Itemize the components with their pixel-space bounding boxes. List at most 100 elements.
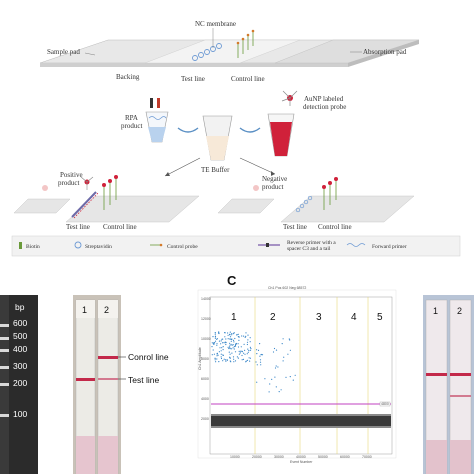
xtick-label: 40000 bbox=[296, 455, 306, 459]
positive-droplet bbox=[218, 340, 221, 342]
positive-droplet bbox=[221, 338, 223, 340]
positive-droplets bbox=[211, 331, 296, 393]
positive-droplet bbox=[229, 338, 231, 340]
positive-droplet bbox=[273, 347, 276, 350]
absorption-pad-label: Absorption pad bbox=[363, 48, 407, 56]
positive-droplet bbox=[294, 374, 296, 376]
positive-droplet bbox=[233, 341, 235, 343]
positive-droplet bbox=[245, 335, 247, 337]
positive-droplet bbox=[233, 333, 235, 335]
positive-droplet bbox=[288, 338, 290, 340]
positive-droplet bbox=[234, 344, 236, 346]
ddpcr-title: Ch1 Pos 602 Neg 68572 bbox=[268, 286, 306, 290]
positive-droplet bbox=[233, 348, 235, 350]
positive-droplet bbox=[214, 335, 217, 337]
positive-droplet bbox=[256, 353, 258, 355]
positive-droplet bbox=[259, 343, 261, 345]
positive-droplet bbox=[220, 353, 222, 355]
positive-droplet bbox=[211, 354, 213, 356]
ladder-500: 500 bbox=[13, 331, 27, 341]
positive-droplet bbox=[245, 361, 247, 363]
positive-droplet bbox=[241, 359, 243, 361]
strip2-test-line bbox=[98, 378, 118, 380]
positive-droplet bbox=[256, 364, 258, 366]
negative-strips bbox=[217, 177, 415, 223]
positive-droplet bbox=[237, 357, 239, 359]
positive-droplet bbox=[281, 343, 283, 345]
positive-droplet bbox=[229, 348, 231, 350]
ddpcr-lane-3: 3 bbox=[316, 312, 322, 323]
positive-droplet bbox=[274, 376, 276, 378]
positive-droplet bbox=[259, 361, 262, 363]
positive-droplet bbox=[233, 332, 235, 334]
ytick-label: 2000 bbox=[201, 417, 209, 421]
positive-droplet bbox=[287, 353, 289, 355]
positive-droplet bbox=[249, 346, 251, 348]
positive-droplet bbox=[225, 360, 227, 362]
ladder-200: 200 bbox=[13, 378, 27, 388]
strip-lane-2: 2 bbox=[104, 305, 109, 315]
right-strip-lane-2: 2 bbox=[457, 306, 462, 316]
backing-label: Backing bbox=[116, 73, 140, 81]
ytick-label: 12000 bbox=[201, 317, 211, 321]
positive-droplet bbox=[250, 348, 252, 350]
positive-droplet bbox=[230, 338, 232, 341]
positive-droplet bbox=[229, 342, 231, 344]
positive-droplet bbox=[246, 353, 248, 355]
positive-droplet bbox=[224, 336, 226, 338]
positive-droplet bbox=[241, 354, 243, 357]
positive-droplet bbox=[227, 332, 229, 334]
control-line-callout: Conrol line bbox=[128, 352, 169, 362]
positive-control-line-label: Control line bbox=[103, 223, 137, 231]
xtick-label: 70000 bbox=[362, 455, 372, 459]
xtick-label: 10000 bbox=[230, 455, 240, 459]
positive-droplet bbox=[259, 359, 262, 361]
positive-droplet bbox=[222, 354, 224, 356]
positive-droplet bbox=[280, 389, 282, 391]
positive-droplet bbox=[245, 332, 247, 334]
xtick-label: 60000 bbox=[340, 455, 350, 459]
positive-droplet bbox=[218, 331, 220, 333]
positive-droplet bbox=[243, 352, 245, 354]
positive-droplet bbox=[214, 359, 216, 361]
strip2-control-line bbox=[98, 356, 118, 359]
positive-droplet bbox=[256, 381, 258, 383]
gel-unit: bp bbox=[15, 302, 25, 312]
positive-droplet bbox=[228, 351, 230, 353]
positive-droplet bbox=[238, 336, 240, 338]
positive-droplet bbox=[226, 359, 228, 361]
legend: Biotin Streptavidin Control probe Revers… bbox=[11, 235, 461, 257]
ytick-label: 6000 bbox=[201, 377, 209, 381]
positive-droplet bbox=[236, 334, 238, 336]
positive-droplet bbox=[214, 332, 216, 334]
positive-droplet bbox=[230, 361, 232, 363]
strip1-test-line bbox=[76, 378, 95, 381]
positive-droplet bbox=[238, 350, 240, 352]
test-line-label: Test line bbox=[181, 75, 205, 83]
positive-droplet bbox=[222, 349, 224, 351]
positive-droplet bbox=[232, 344, 234, 346]
aunp-probe-label: AuNP labeled detection probe bbox=[303, 95, 346, 111]
positive-droplet bbox=[243, 343, 245, 345]
positive-droplet bbox=[277, 366, 279, 368]
positive-droplet bbox=[272, 351, 275, 353]
ladder-600: 600 bbox=[13, 318, 27, 328]
positive-droplet bbox=[282, 360, 284, 362]
positive-droplet bbox=[246, 341, 249, 343]
positive-droplet bbox=[211, 342, 213, 344]
streptavidin-icon bbox=[74, 241, 82, 249]
legend-forward-primer: Forward primer bbox=[372, 244, 407, 250]
positive-droplet bbox=[234, 337, 236, 340]
positive-droplet bbox=[230, 343, 232, 345]
ladder-100: 100 bbox=[13, 409, 27, 419]
positive-droplet bbox=[211, 346, 213, 348]
positive-droplet bbox=[271, 378, 273, 380]
positive-droplet bbox=[289, 339, 291, 341]
ytick-label: 4000 bbox=[201, 397, 209, 401]
positive-droplet bbox=[241, 350, 243, 352]
positive-droplet bbox=[222, 346, 224, 348]
positive-droplet bbox=[213, 342, 215, 344]
positive-test-line-label: Test line bbox=[66, 223, 90, 231]
positive-strips bbox=[13, 175, 200, 223]
ddpcr-plot: Ch1 Pos 602 Neg 68572 Ch1 Amplitude Even… bbox=[197, 286, 397, 464]
